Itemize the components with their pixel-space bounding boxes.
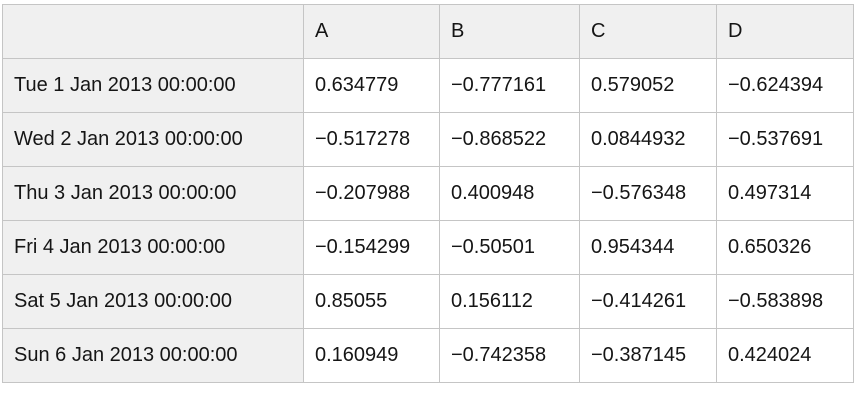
cell-b: 0.156112 <box>439 274 580 329</box>
cell-c: −0.576348 <box>579 166 717 221</box>
table-row: Sun 6 Jan 2013 00:00:00 0.160949 −0.742358… <box>2 328 854 383</box>
cell-d: −0.537691 <box>716 112 854 167</box>
cell-d: 0.424024 <box>716 328 854 383</box>
cell-a: −0.154299 <box>303 220 440 275</box>
cell-a: 0.160949 <box>303 328 440 383</box>
column-header-a: A <box>303 4 440 59</box>
cell-a: −0.517278 <box>303 112 440 167</box>
row-index-label: Sat 5 Jan 2013 00:00:00 <box>2 274 304 329</box>
cell-b: 0.400948 <box>439 166 580 221</box>
cell-c: −0.387145 <box>579 328 717 383</box>
table-row: Tue 1 Jan 2013 00:00:00 0.634779 −0.777161… <box>2 58 854 113</box>
row-index-label: Wed 2 Jan 2013 00:00:00 <box>2 112 304 167</box>
cell-b: −0.50501 <box>439 220 580 275</box>
cell-d: 0.497314 <box>716 166 854 221</box>
cell-b: −0.742358 <box>439 328 580 383</box>
cell-a: −0.207988 <box>303 166 440 221</box>
table-row: Wed 2 Jan 2013 00:00:00 −0.517278 −0.86852… <box>2 112 854 167</box>
row-index-label: Fri 4 Jan 2013 00:00:00 <box>2 220 304 275</box>
row-index-label: Tue 1 Jan 2013 00:00:00 <box>2 58 304 113</box>
column-header-c: C <box>579 4 717 59</box>
table-row: Sat 5 Jan 2013 00:00:00 0.85055 0.156112 −0… <box>2 274 854 329</box>
cell-a: 0.634779 <box>303 58 440 113</box>
index-corner-cell <box>2 4 304 59</box>
column-header-b: B <box>439 4 580 59</box>
column-header-d: D <box>716 4 854 59</box>
table-row: Thu 3 Jan 2013 00:00:00 −0.207988 0.400948… <box>2 166 854 221</box>
cell-d: −0.583898 <box>716 274 854 329</box>
cell-b: −0.777161 <box>439 58 580 113</box>
table-body: Tue 1 Jan 2013 00:00:00 0.634779 −0.777161… <box>2 58 854 383</box>
cell-c: 0.954344 <box>579 220 717 275</box>
cell-d: −0.624394 <box>716 58 854 113</box>
row-index-label: Thu 3 Jan 2013 00:00:00 <box>2 166 304 221</box>
cell-a: 0.85055 <box>303 274 440 329</box>
cell-d: 0.650326 <box>716 220 854 275</box>
cell-c: 0.579052 <box>579 58 717 113</box>
table-row: Fri 4 Jan 2013 00:00:00 −0.154299 −0.50501… <box>2 220 854 275</box>
cell-c: 0.0844932 <box>579 112 717 167</box>
cell-c: −0.414261 <box>579 274 717 329</box>
cell-b: −0.868522 <box>439 112 580 167</box>
row-index-label: Sun 6 Jan 2013 00:00:00 <box>2 328 304 383</box>
